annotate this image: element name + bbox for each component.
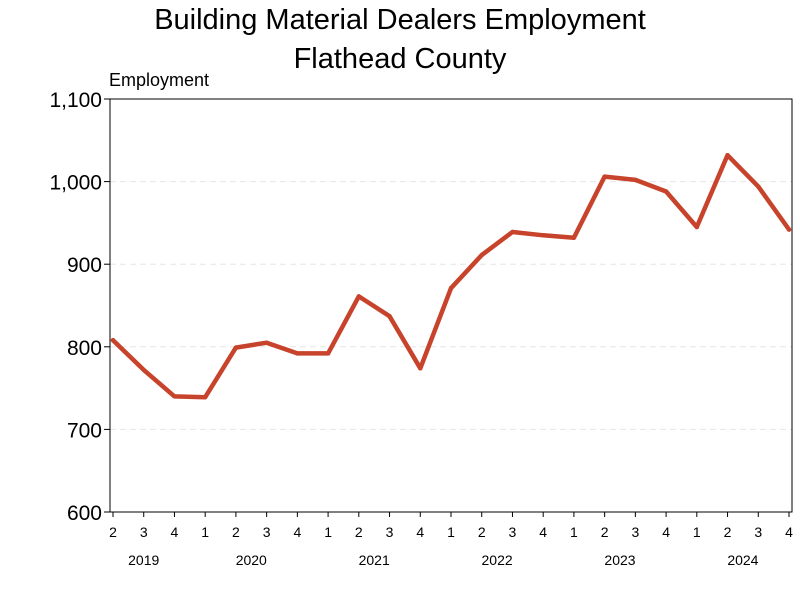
x-tick-label: 2: [478, 524, 486, 540]
x-tick-label: 1: [693, 524, 701, 540]
y-tick-label: 600: [67, 502, 102, 525]
y-tick-label: 800: [67, 337, 102, 360]
x-tick-label: 1: [201, 524, 209, 540]
x-tick-label: 4: [416, 524, 424, 540]
data-point: [694, 224, 700, 230]
x-tick-label: 3: [631, 524, 639, 540]
y-tick-label: 900: [67, 254, 102, 277]
series-line: [110, 152, 792, 400]
x-tick-label: 3: [263, 524, 271, 540]
x-tick-label: 1: [324, 524, 332, 540]
chart-subtitle: Flathead County: [294, 43, 507, 75]
x-tick-label: 3: [754, 524, 762, 540]
y-axis-label: Employment: [109, 70, 209, 90]
x-tick-label: 3: [140, 524, 148, 540]
x-tick-label: 4: [539, 524, 547, 540]
chart-title: Building Material Dealers Employment: [154, 4, 646, 36]
x-tick-label: 1: [447, 524, 455, 540]
x-tick-label: 2: [232, 524, 240, 540]
x-tick-label: 2: [355, 524, 363, 540]
x-tick-label: 3: [509, 524, 517, 540]
x-tick-label: 4: [662, 524, 670, 540]
y-tick-label: 700: [67, 419, 102, 442]
y-axis-ticks: 600 700 800 900 1,000 1,100: [49, 89, 110, 525]
data-point: [756, 184, 761, 189]
data-point: [571, 235, 577, 240]
x-tick-label: 2: [601, 524, 609, 540]
data-point: [110, 337, 116, 343]
year-label: 2024: [727, 552, 758, 568]
data-point: [202, 394, 208, 400]
x-tick-label: 4: [785, 524, 793, 540]
year-label: 2023: [604, 552, 635, 568]
data-point: [448, 285, 454, 291]
y-tick-label: 1,000: [49, 172, 102, 195]
gridlines: [110, 181, 792, 430]
data-point: [325, 351, 331, 356]
data-point: [295, 351, 300, 356]
data-point: [172, 394, 177, 399]
data-point: [633, 177, 638, 183]
x-tick-label: 2: [724, 524, 732, 540]
data-point: [141, 367, 146, 373]
year-label: 2021: [359, 552, 390, 568]
data-point: [602, 174, 607, 179]
year-label: 2019: [128, 552, 159, 568]
x-tick-label: 1: [570, 524, 578, 540]
plot-frame: [109, 98, 793, 513]
series-layer: [110, 152, 792, 400]
data-point: [725, 152, 730, 158]
data-point: [387, 314, 392, 319]
y-tick-label: 1,100: [49, 89, 102, 112]
data-point: [418, 366, 423, 371]
x-tick-label: 2: [109, 524, 117, 540]
x-tick-label: 4: [171, 524, 179, 540]
data-point: [356, 294, 362, 299]
x-axis-years: 2019 2020 2021 2022 2023 2024: [128, 552, 759, 568]
data-point: [233, 345, 239, 350]
data-point: [540, 233, 546, 238]
data-point: [479, 252, 484, 258]
data-point: [663, 189, 669, 194]
x-tick-label: 4: [293, 524, 301, 540]
data-point: [510, 229, 515, 235]
data-point: [264, 340, 269, 345]
x-axis-ticks: 2 3 4 1 2 3 4 1 2 3 4 1 2 3 4 1 2 3 4 1 2 3 4: [109, 512, 793, 540]
year-label: 2022: [482, 552, 513, 568]
x-tick-label: 3: [386, 524, 394, 540]
year-label: 2020: [236, 552, 267, 568]
data-point: [786, 227, 792, 232]
